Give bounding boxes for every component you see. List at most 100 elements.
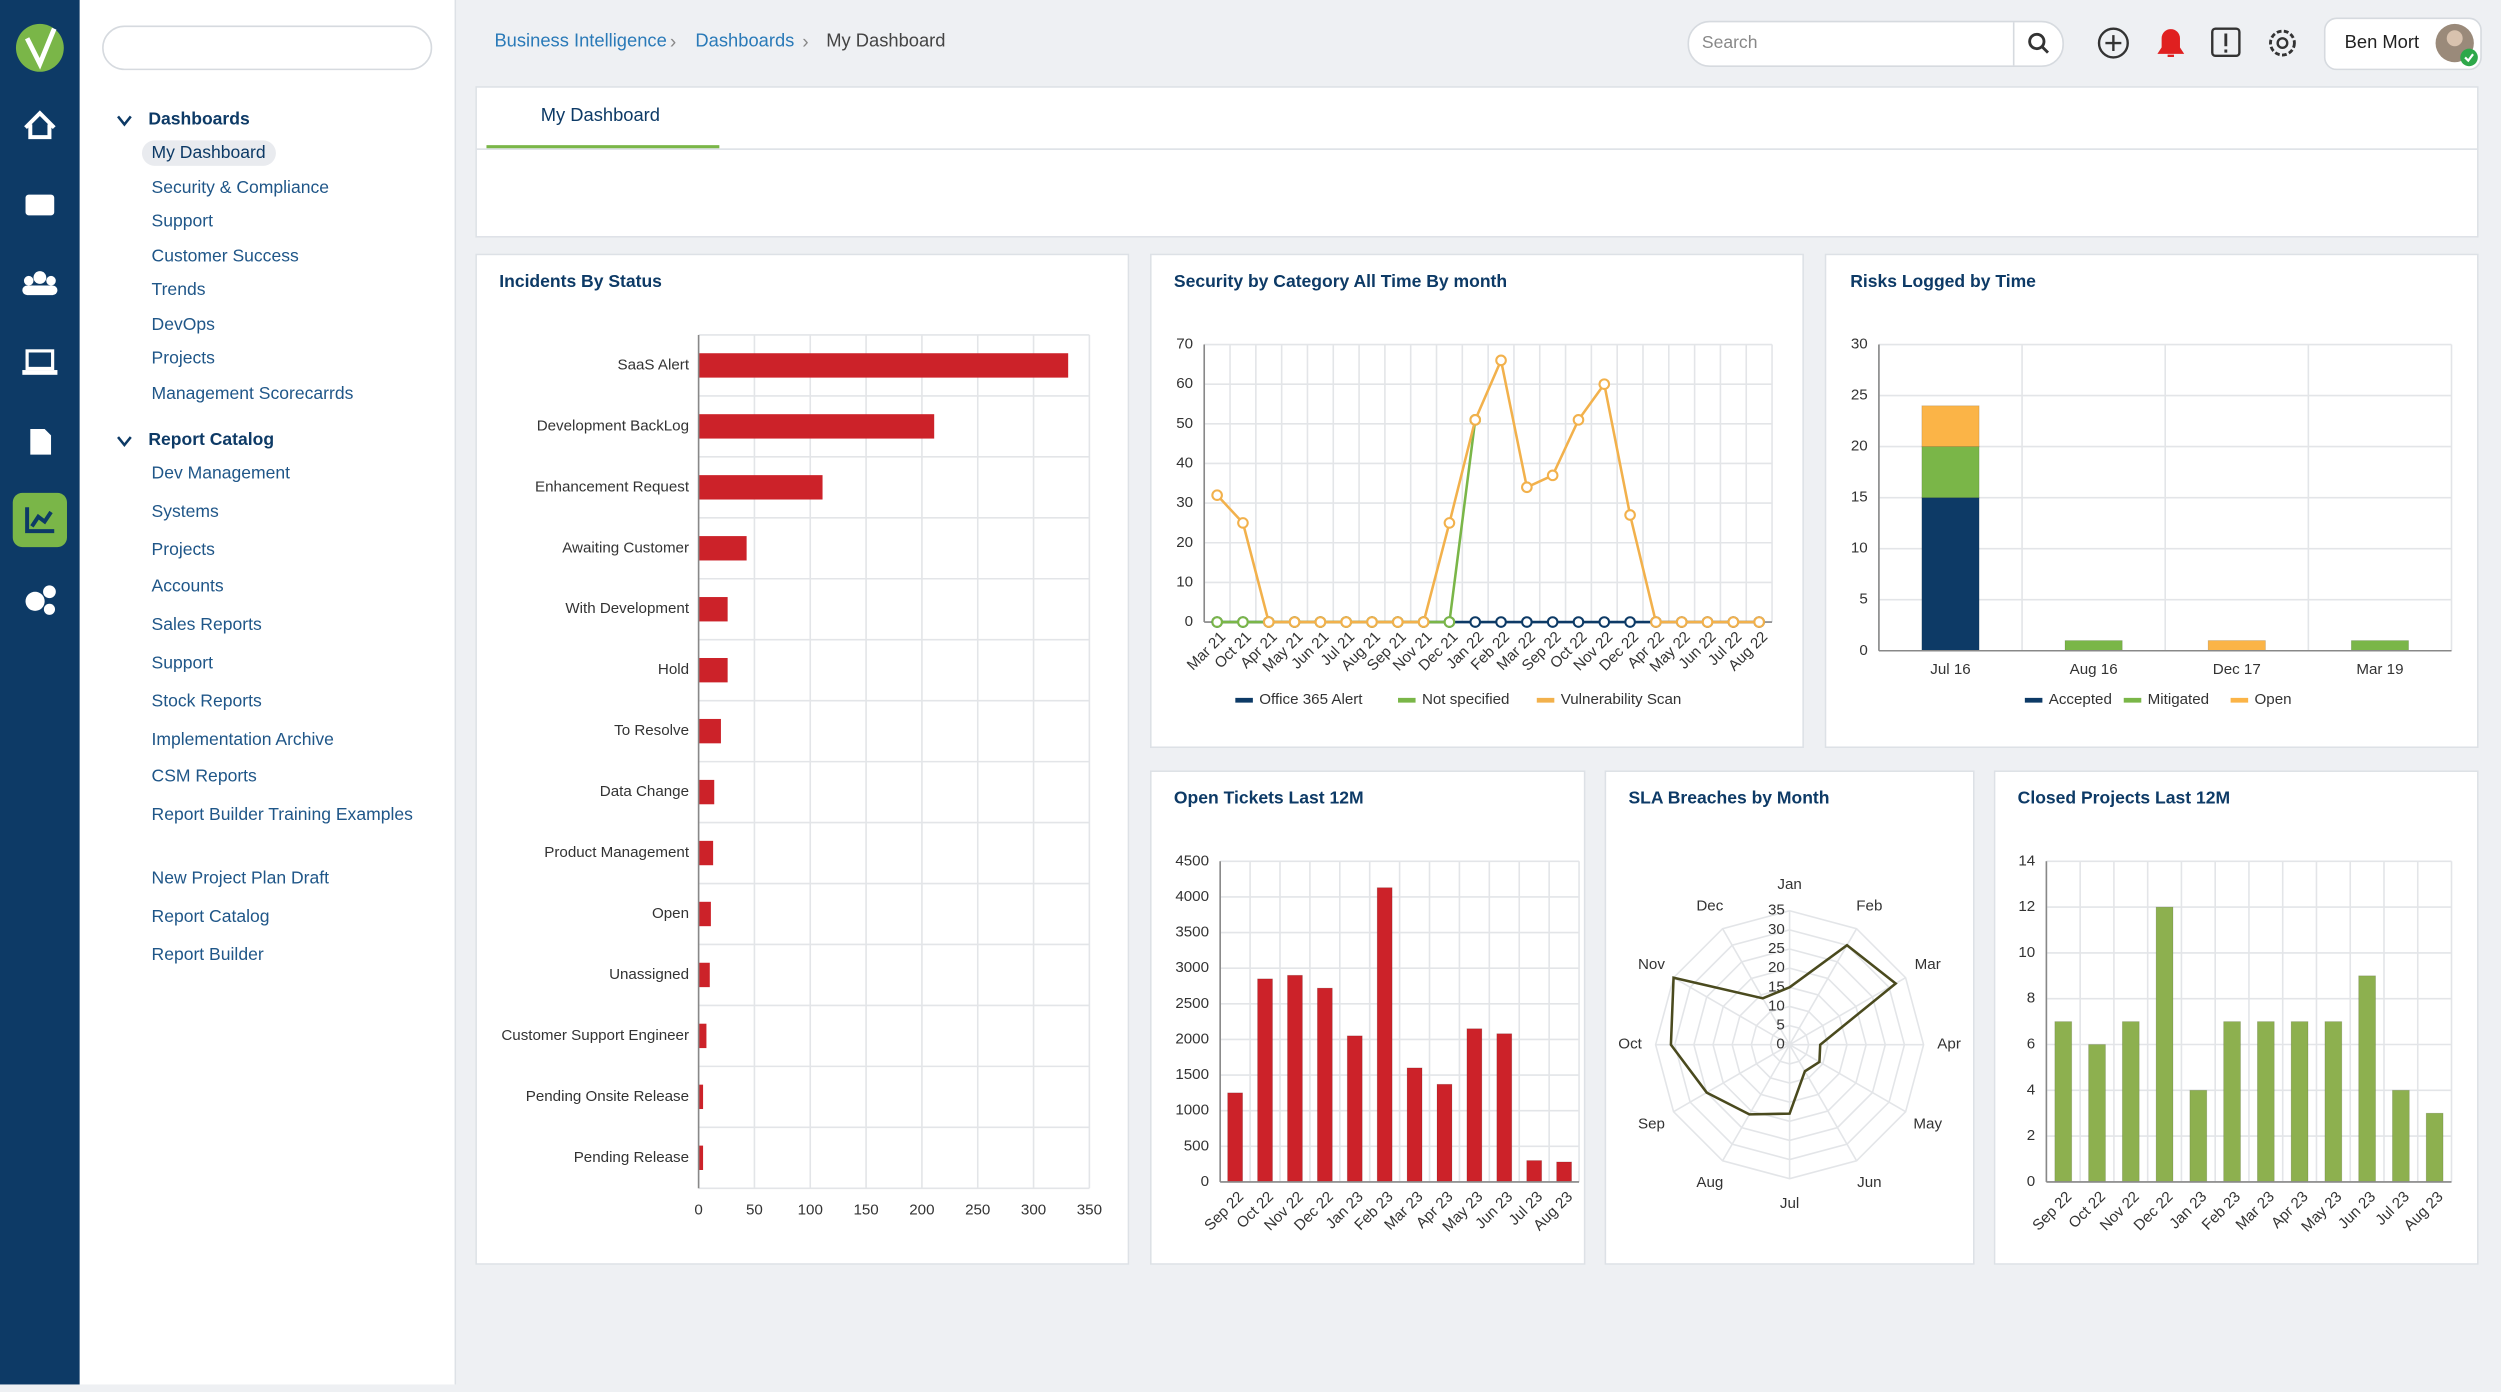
bar	[698, 414, 935, 439]
card-icon[interactable]	[25, 194, 55, 216]
menu-item[interactable]: Systems	[151, 502, 219, 522]
menu-item[interactable]: Customer Success	[151, 246, 299, 266]
point	[1753, 616, 1765, 628]
document-icon[interactable]	[30, 429, 52, 455]
x-tick-label: Sep 22	[2029, 1188, 2075, 1234]
menu-item[interactable]: Accounts	[151, 578, 224, 598]
r-tick-label: 30	[1768, 921, 1785, 938]
menu-link[interactable]: Report Catalog	[151, 907, 270, 927]
y-tick-label: Product Management	[544, 844, 690, 861]
x-tick-label: Jul 16	[1930, 661, 1970, 678]
chart-icon	[25, 507, 55, 534]
breadcrumb-sep: ›	[802, 30, 809, 53]
point	[1650, 616, 1662, 628]
bar	[2392, 1089, 2410, 1183]
bar	[698, 657, 728, 683]
bar	[2064, 640, 2123, 652]
menu-item[interactable]: Management Scorecarrds	[151, 383, 354, 403]
y-tick-label: 4000	[1175, 888, 1209, 905]
menu-item[interactable]: Stock Reports	[151, 691, 262, 712]
bar	[2121, 1021, 2140, 1183]
y-tick-label: 0	[2027, 1173, 2035, 1190]
point	[1546, 469, 1559, 482]
point	[1572, 414, 1585, 426]
section-title[interactable]: Dashboards	[148, 110, 250, 130]
chevron[interactable]	[115, 434, 134, 450]
r-tick-label: 35	[1768, 902, 1785, 919]
settings-button[interactable]	[2269, 29, 2296, 57]
legend-label: Vulnerability Scan	[1561, 691, 1682, 708]
add-button[interactable]	[2097, 27, 2129, 59]
menu-item[interactable]: Support	[151, 212, 213, 232]
bar	[698, 1023, 707, 1049]
menu-link[interactable]: New Project Plan Draft	[151, 869, 329, 889]
menu-item[interactable]: My Dashboard	[141, 140, 276, 166]
y-tick-label: Data Change	[600, 783, 689, 800]
bar	[1921, 497, 1980, 652]
y-tick-label: Unassigned	[609, 966, 689, 983]
section-title[interactable]: Report Catalog	[148, 430, 275, 450]
y-tick-label: 50	[1176, 415, 1193, 432]
y-tick-label: Awaiting Customer	[562, 539, 689, 556]
search-placeholder: Search	[1701, 33, 1758, 53]
search-button[interactable]	[2012, 22, 2064, 66]
search-box[interactable]: Search	[1687, 20, 2064, 67]
menu-item[interactable]: CSM Reports	[151, 767, 257, 787]
bar	[2207, 640, 2266, 652]
x-tick-label: 100	[798, 1202, 823, 1219]
menu-item[interactable]: Dev Management	[151, 464, 291, 484]
settings-icon[interactable]	[25, 585, 56, 615]
category-label: May	[1913, 1115, 1942, 1132]
top-bar: Business Intelligence › Dashboards › My …	[455, 0, 2501, 83]
bar	[698, 901, 711, 927]
spoke	[1788, 928, 1858, 1046]
r-tick-label: 5	[1776, 1017, 1784, 1034]
y-tick-label: 6	[2027, 1035, 2035, 1052]
notifications[interactable]	[2157, 29, 2185, 58]
bar	[1257, 978, 1273, 1183]
chevron[interactable]	[115, 113, 134, 129]
bar	[698, 1084, 704, 1110]
menu-item[interactable]: Sales Reports	[151, 615, 262, 636]
menu-item[interactable]: Implementation Archive	[151, 729, 334, 750]
user-menu[interactable]: Ben Mort	[2323, 17, 2482, 71]
menu-item[interactable]: Projects	[151, 349, 215, 369]
x-tick-label: Mar 19	[2356, 661, 2403, 678]
point	[1624, 509, 1636, 521]
bar	[698, 475, 823, 500]
y-tick-label: Open	[652, 905, 689, 922]
menu-search[interactable]	[102, 25, 433, 71]
menu-item[interactable]: DevOps	[151, 315, 215, 335]
menu-item[interactable]: Trends	[151, 280, 206, 300]
y-tick-label: Pending Onsite Release	[526, 1088, 689, 1105]
breadcrumb-link[interactable]: Dashboards	[695, 31, 795, 52]
spoke	[1788, 1044, 1858, 1162]
menu-item[interactable]: Report Builder Training Examples	[151, 805, 413, 825]
breadcrumb-link[interactable]: Business Intelligence	[494, 31, 667, 52]
tab-panel: My Dashboard	[475, 86, 2479, 238]
bar	[2054, 1021, 2073, 1183]
laptop-icon[interactable]	[22, 349, 58, 375]
menu-item[interactable]: Projects	[151, 540, 215, 560]
point	[1701, 616, 1714, 628]
users-icon[interactable]	[22, 271, 58, 296]
point	[1417, 616, 1430, 628]
point	[1314, 616, 1327, 628]
spoke	[1721, 928, 1791, 1046]
bar	[1346, 1035, 1363, 1183]
bar	[1556, 1161, 1572, 1183]
tab[interactable]: My Dashboard	[540, 106, 661, 127]
x-tick-label: 300	[1021, 1202, 1046, 1219]
point	[1443, 517, 1456, 529]
menu-item[interactable]: Support	[151, 653, 213, 674]
y-tick-label: Development BackLog	[537, 417, 689, 434]
bar	[1376, 887, 1393, 1183]
home-icon[interactable]	[24, 110, 56, 140]
bar	[2324, 1021, 2343, 1183]
menu-item[interactable]: Security & Compliance	[151, 177, 330, 197]
x-tick-label: Aug 16	[2070, 661, 2118, 678]
alerts-button[interactable]	[2211, 27, 2241, 58]
menu-link[interactable]: Report Builder	[151, 945, 264, 965]
